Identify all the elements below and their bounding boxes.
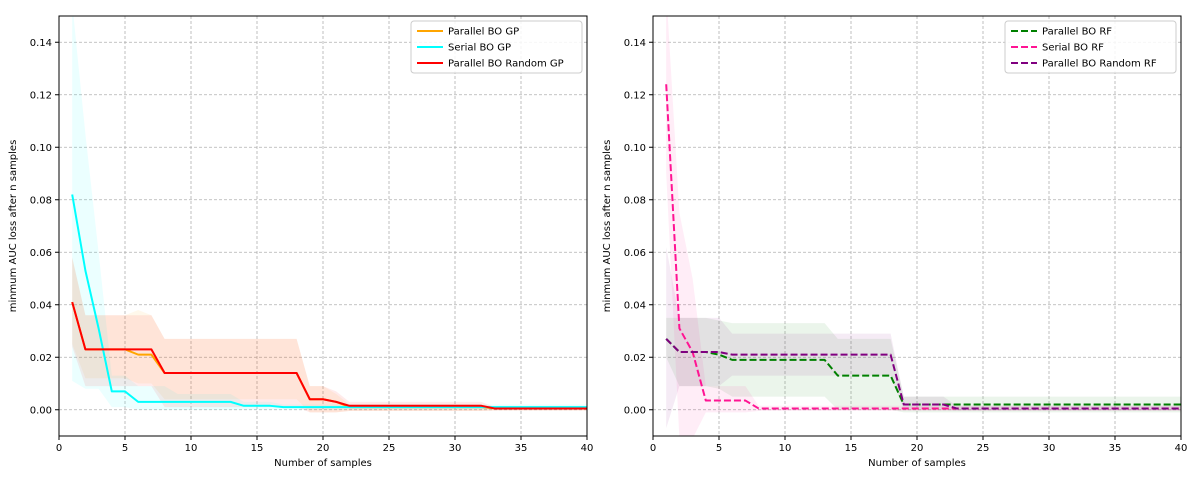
x-tick-label: 10 bbox=[185, 443, 198, 454]
x-tick-label: 15 bbox=[251, 443, 264, 454]
x-tick-label: 30 bbox=[449, 443, 462, 454]
x-tick-label: 25 bbox=[383, 443, 396, 454]
legend-label-1: Parallel BO RF bbox=[1042, 27, 1112, 38]
x-tick-label: 5 bbox=[716, 443, 722, 454]
chart-panel-2: 0 5 10 15 20 25 30 35 40 0.00 0.02 0.04 0.06 0.08 0.10… bbox=[602, 15, 1188, 469]
legend: Parallel BO GP Serial BO GP Parallel BO Ra… bbox=[410, 20, 583, 74]
legend-label-2: Serial BO RF bbox=[1042, 43, 1104, 54]
y-tick-label: 0.10 bbox=[624, 143, 646, 154]
y-tick-label: 0.10 bbox=[30, 143, 52, 154]
y-tick-label: 0.08 bbox=[30, 195, 52, 206]
y-tick-label: 0.04 bbox=[624, 300, 646, 311]
x-tick-label: 10 bbox=[779, 443, 792, 454]
y-tick-label: 0.14 bbox=[30, 38, 52, 49]
series-line-3 bbox=[71, 301, 587, 410]
y-tick-label: 0.02 bbox=[624, 353, 646, 364]
x-tick-label: 0 bbox=[56, 443, 62, 454]
y-tick-label: 0.12 bbox=[30, 90, 52, 101]
legend-label-1: Parallel BO GP bbox=[448, 27, 519, 38]
confidence-band-2 bbox=[666, 16, 1181, 436]
x-tick-label: 35 bbox=[1109, 443, 1122, 454]
x-tick-label: 5 bbox=[122, 443, 128, 454]
y-tick-label: 0.06 bbox=[624, 248, 646, 259]
legend-label-3: Parallel BO Random RF bbox=[1042, 59, 1157, 70]
y-tick-label: 0.02 bbox=[30, 353, 52, 364]
y-axis-label: minmum AUC loss after n samples bbox=[602, 140, 613, 313]
x-tick-label: 15 bbox=[845, 443, 858, 454]
series-line-2 bbox=[71, 194, 587, 409]
chart-panel-1: 0 5 10 15 20 25 30 35 40 0.00 0.02 0.04 0.06 0.08 0.10… bbox=[8, 15, 594, 469]
y-tick-label: 0.12 bbox=[624, 90, 646, 101]
x-tick-label: 20 bbox=[317, 443, 330, 454]
legend-box bbox=[1004, 20, 1177, 74]
legend-label-2: Serial BO GP bbox=[448, 43, 511, 54]
plot-area bbox=[665, 16, 1181, 436]
legend-box bbox=[410, 20, 583, 74]
y-tick-label: 0.00 bbox=[624, 405, 646, 416]
y-tick-label: 0.06 bbox=[30, 248, 52, 259]
x-tick-label: 30 bbox=[1043, 443, 1056, 454]
x-tick-label: 20 bbox=[911, 443, 924, 454]
y-tick-label: 0.04 bbox=[30, 300, 52, 311]
confidence-band-3 bbox=[666, 247, 1181, 429]
legend-label-3: Parallel BO Random GP bbox=[448, 59, 564, 70]
x-tick-label: 40 bbox=[581, 443, 594, 454]
y-tick-label: 0.14 bbox=[624, 38, 646, 49]
y-tick-label: 0.00 bbox=[30, 405, 52, 416]
x-tick-label: 40 bbox=[1175, 443, 1188, 454]
x-tick-label: 0 bbox=[650, 443, 656, 454]
x-tick-label: 35 bbox=[515, 443, 528, 454]
series-line-1 bbox=[665, 338, 1181, 406]
x-tick-label: 25 bbox=[977, 443, 990, 454]
x-axis-label: Number of samples bbox=[274, 458, 372, 469]
legend: Parallel BO RF Serial BO RF Parallel BO Ra… bbox=[1004, 20, 1177, 74]
x-axis-label: Number of samples bbox=[868, 458, 966, 469]
y-tick-label: 0.08 bbox=[624, 195, 646, 206]
series-line-3 bbox=[665, 338, 1181, 410]
y-axis-label: minmum AUC loss after n samples bbox=[8, 140, 19, 313]
plot-area bbox=[71, 16, 587, 413]
confidence-band-1 bbox=[666, 317, 1181, 413]
